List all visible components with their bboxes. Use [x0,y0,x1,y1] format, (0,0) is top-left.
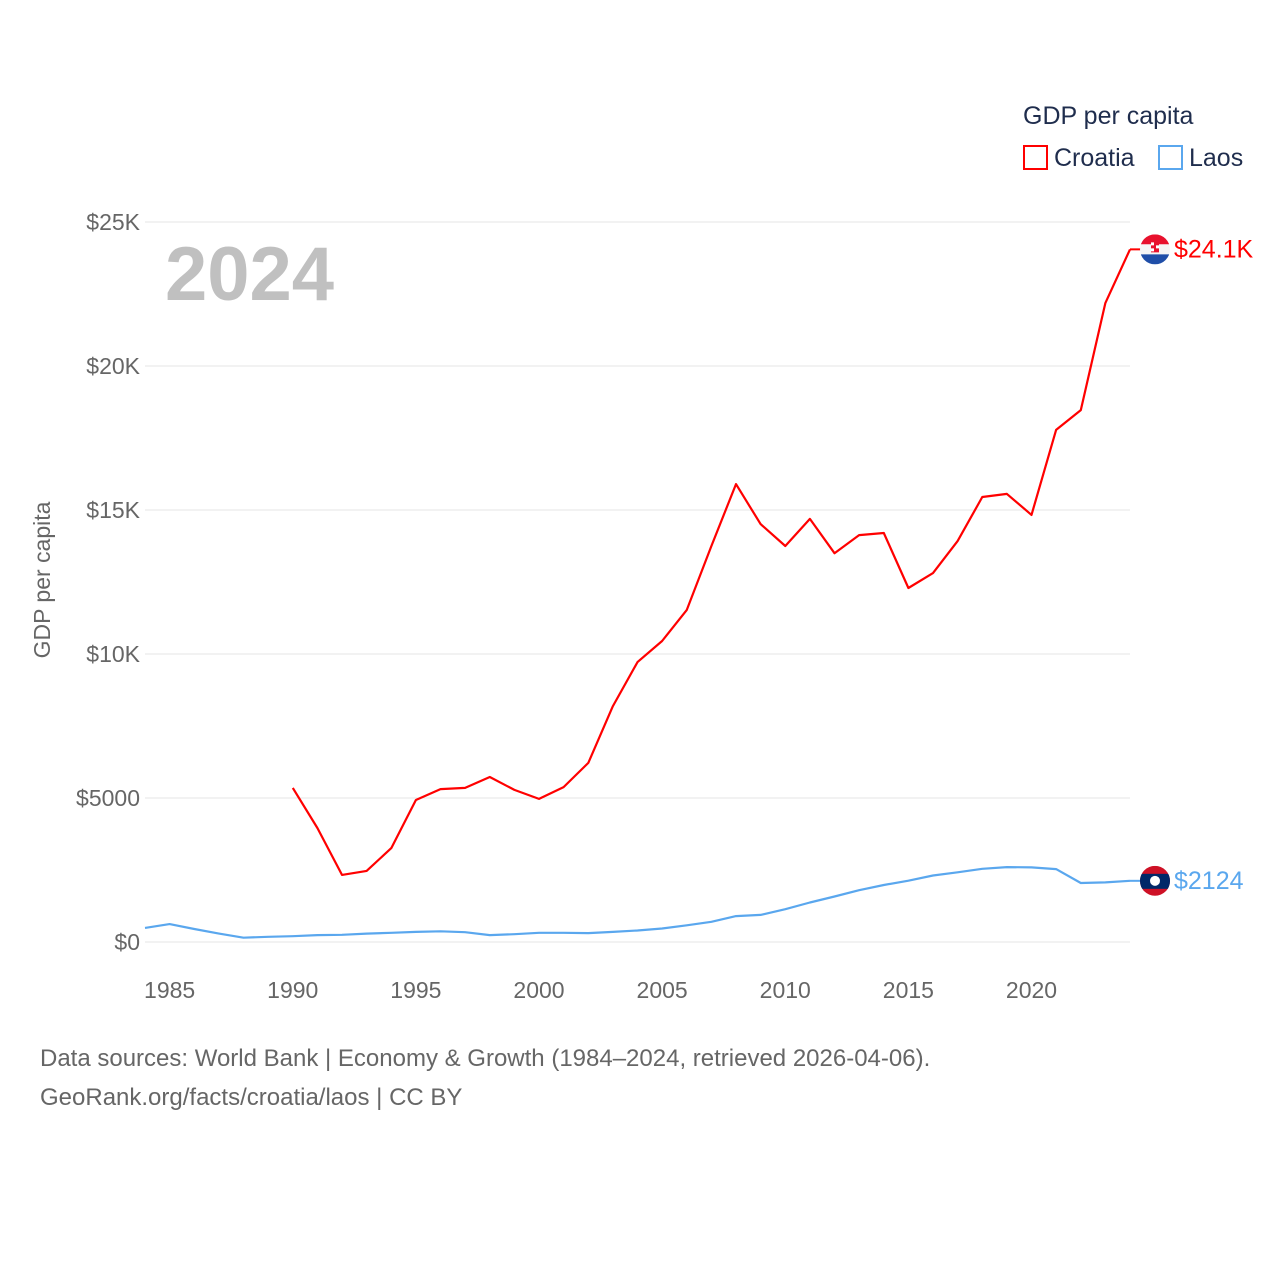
legend-label-laos[interactable]: Laos [1189,144,1243,172]
end-value-label: $24.1K [1174,235,1254,263]
series-line-croatia [291,248,1131,877]
year-watermark: 2024 [165,232,334,317]
end-value-label: $2124 [1174,867,1244,895]
y-tick-label: $20K [86,353,140,379]
legend-title: GDP per capita [1023,102,1194,130]
y-tick-label: $10K [86,641,140,667]
y-tick-label: $15K [86,497,140,523]
footer-sources: Data sources: World Bank | Economy & Gro… [40,1045,931,1072]
croatia-flag-icon [1140,234,1170,265]
x-tick-label: 1985 [144,977,195,1003]
y-axis-label: GDP per capita [29,501,55,658]
y-tick-label: $5000 [76,785,140,811]
legend-swatch-croatia[interactable] [1023,145,1048,170]
x-tick-label: 2015 [883,977,934,1003]
x-tick-label: 2005 [637,977,688,1003]
x-tick-label: 2000 [513,977,564,1003]
x-tick-label: 1995 [390,977,441,1003]
y-tick-label: $25K [86,209,140,235]
x-tick-label: 2010 [760,977,811,1003]
y-tick-label: $0 [114,929,140,955]
laos-flag-icon [1140,865,1170,896]
legend-label-croatia[interactable]: Croatia [1054,144,1135,172]
x-tick-label: 2020 [1006,977,1057,1003]
legend: GDP per capita Croatia Laos [1023,102,1243,172]
legend-swatch-laos[interactable] [1158,145,1183,170]
x-tick-label: 1990 [267,977,318,1003]
footer-attribution: GeoRank.org/facts/croatia/laos | CC BY [40,1084,463,1111]
series-line-laos [144,865,1131,939]
